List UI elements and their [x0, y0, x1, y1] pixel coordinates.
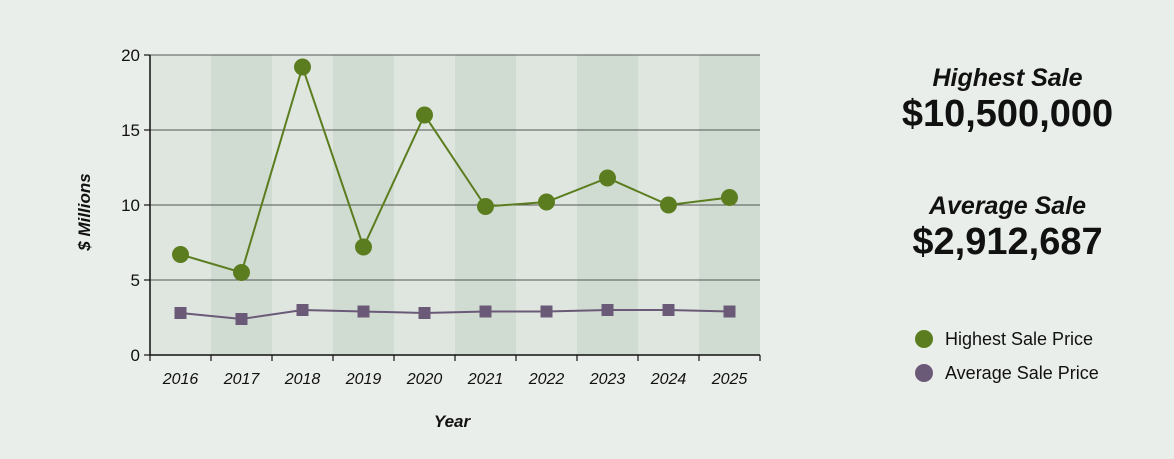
legend-item-highest: Highest Sale Price: [915, 322, 1099, 356]
average-sale-label: Average Sale: [928, 192, 1087, 220]
legend-label-highest: Highest Sale Price: [945, 328, 1094, 349]
average-sale-value: $2,912,687: [912, 221, 1103, 263]
average-sale-point: [174, 307, 187, 319]
y-tick-label: 10: [121, 196, 140, 215]
x-tick-label: 2025: [711, 371, 748, 388]
y-tick-label: 0: [131, 346, 140, 365]
x-tick-label: 2019: [345, 371, 382, 388]
x-tick-label: 2024: [650, 371, 687, 388]
highest-sale-label: Highest Sale: [932, 64, 1083, 92]
x-tick-label: 2021: [467, 371, 504, 388]
legend-label-average: Average Sale Price: [945, 362, 1099, 383]
legend: Highest Sale Price Average Sale Price: [915, 322, 1099, 390]
y-tick-label: 5: [131, 271, 140, 290]
highest-sale-point: [294, 58, 311, 76]
highest-sale-point: [233, 264, 250, 281]
average-sale-point: [479, 305, 492, 318]
average-sale-point: [418, 307, 431, 319]
highest-sale-line: [180, 63, 730, 274]
legend-item-average: Average Sale Price: [915, 356, 1099, 390]
average-sale-point: [723, 305, 736, 318]
highest-sale-point: [477, 198, 494, 215]
average-sale-point: [540, 305, 553, 318]
highest-sale-value: $10,500,000: [901, 93, 1114, 135]
x-tick-label: 2022: [528, 371, 565, 388]
gridlines: [144, 54, 760, 356]
highest-sale-point: [721, 189, 738, 206]
y-tick-label: 15: [121, 121, 140, 140]
x-tick-labels: 2016 2017 2018 2019 2020 2021 2022 2023 2024 2025: [162, 371, 748, 388]
average-sale-line: [180, 308, 730, 321]
axes: [149, 55, 761, 361]
x-tick-label: 2020: [406, 371, 443, 388]
y-tick-label: 20: [121, 46, 140, 65]
highest-sale-point: [416, 106, 433, 124]
highest-sale-point: [355, 238, 372, 256]
highest-sale-point: [172, 246, 189, 263]
y-tick-labels: 0 5 10 15 20: [121, 46, 140, 365]
highest-sale-point: [538, 193, 555, 211]
highest-sale-stat: Highest Sale $10,500,000: [870, 64, 1145, 135]
legend-swatch-highest: [915, 330, 933, 348]
y-axis-label: $ Millions: [75, 173, 94, 251]
x-tick-label: 2016: [162, 371, 199, 388]
average-sale-point: [235, 313, 248, 325]
average-sale-point: [357, 305, 370, 318]
x-tick-label: 2018: [284, 371, 321, 388]
x-tick-label: 2017: [223, 371, 261, 388]
highest-sale-point: [660, 196, 677, 214]
x-axis-label: Year: [434, 412, 472, 431]
average-sale-point: [601, 304, 614, 316]
average-sale-stat: Average Sale $2,912,687: [870, 192, 1145, 263]
legend-swatch-average: [915, 364, 933, 382]
average-sale-point: [662, 304, 675, 316]
highest-sale-point: [599, 169, 616, 187]
series-layer: [172, 58, 738, 325]
average-sale-point: [296, 304, 309, 316]
x-tick-label: 2023: [589, 371, 626, 388]
